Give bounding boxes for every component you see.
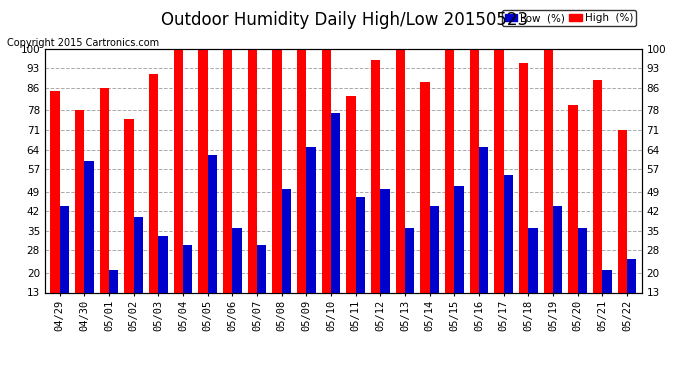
Bar: [504, 175, 513, 329]
Bar: [306, 147, 315, 329]
Bar: [183, 245, 193, 329]
Bar: [602, 270, 611, 329]
Bar: [355, 197, 365, 329]
Bar: [257, 245, 266, 329]
Bar: [529, 228, 538, 329]
Bar: [380, 189, 390, 329]
Bar: [124, 119, 134, 329]
Bar: [84, 161, 94, 329]
Bar: [618, 130, 627, 329]
Bar: [420, 82, 430, 329]
Bar: [405, 228, 414, 329]
Bar: [297, 49, 306, 329]
Bar: [578, 228, 587, 329]
Bar: [59, 206, 69, 329]
Bar: [223, 49, 233, 329]
Bar: [395, 49, 405, 329]
Legend: Low  (%), High  (%): Low (%), High (%): [502, 10, 636, 26]
Bar: [99, 88, 109, 329]
Bar: [174, 49, 183, 329]
Bar: [248, 49, 257, 329]
Bar: [371, 60, 380, 329]
Bar: [553, 206, 562, 329]
Bar: [149, 74, 158, 329]
Text: Outdoor Humidity Daily High/Low 20150523: Outdoor Humidity Daily High/Low 20150523: [161, 11, 529, 29]
Bar: [208, 155, 217, 329]
Bar: [50, 91, 59, 329]
Bar: [273, 49, 282, 329]
Bar: [331, 113, 340, 329]
Bar: [445, 49, 454, 329]
Text: Copyright 2015 Cartronics.com: Copyright 2015 Cartronics.com: [7, 38, 159, 48]
Bar: [158, 237, 168, 329]
Bar: [470, 49, 479, 329]
Bar: [593, 80, 602, 329]
Bar: [479, 147, 489, 329]
Bar: [282, 189, 291, 329]
Bar: [568, 105, 578, 329]
Bar: [134, 217, 143, 329]
Bar: [198, 49, 208, 329]
Bar: [454, 186, 464, 329]
Bar: [75, 110, 84, 329]
Bar: [627, 259, 636, 329]
Bar: [322, 49, 331, 329]
Bar: [544, 49, 553, 329]
Bar: [109, 270, 119, 329]
Bar: [233, 228, 241, 329]
Bar: [519, 63, 529, 329]
Bar: [346, 96, 355, 329]
Bar: [494, 49, 504, 329]
Bar: [430, 206, 439, 329]
